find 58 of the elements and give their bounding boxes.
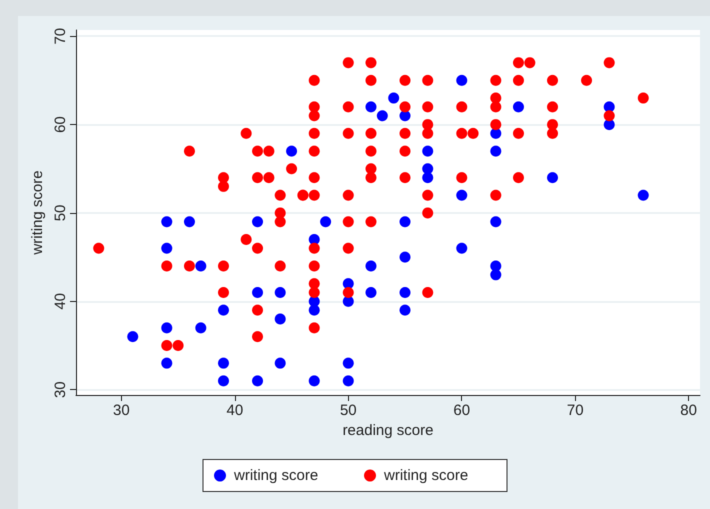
point — [456, 190, 468, 201]
point — [252, 375, 264, 386]
point — [286, 146, 298, 157]
point — [274, 286, 286, 298]
point — [342, 375, 354, 386]
point — [274, 358, 286, 369]
y-tick-label: 30 — [52, 381, 69, 398]
point — [400, 216, 411, 228]
point — [512, 101, 524, 112]
point — [161, 358, 172, 369]
point — [547, 172, 558, 184]
point — [422, 146, 434, 157]
point — [400, 252, 411, 263]
point — [218, 375, 229, 386]
point — [308, 304, 320, 316]
point — [365, 286, 376, 298]
point — [127, 331, 138, 342]
point — [308, 375, 320, 386]
point — [218, 358, 229, 369]
point — [456, 74, 468, 86]
point — [388, 92, 400, 104]
point — [400, 286, 411, 298]
point — [161, 322, 172, 334]
point — [400, 304, 411, 316]
x-tick-label: 30 — [113, 402, 130, 419]
legend-label: writing score — [233, 467, 318, 484]
point — [252, 286, 264, 298]
point — [365, 260, 376, 272]
point — [456, 242, 468, 254]
x-tick-label: 40 — [226, 402, 244, 419]
point — [195, 260, 206, 272]
y-tick-label: 50 — [52, 204, 69, 222]
x-tick-label: 70 — [566, 402, 584, 419]
point — [184, 216, 195, 228]
y-tick-label: 40 — [52, 292, 69, 310]
point — [638, 190, 649, 201]
point — [218, 304, 229, 316]
x-axis-title: reading score — [342, 422, 434, 439]
point — [161, 216, 172, 228]
point — [490, 216, 502, 228]
y-tick-label: 60 — [52, 116, 69, 133]
point — [365, 101, 376, 112]
point — [274, 314, 286, 324]
x-tick-label: 50 — [340, 402, 357, 419]
point — [376, 110, 388, 122]
y-axis-title: writing score — [29, 170, 46, 256]
x-tick-label: 60 — [453, 402, 470, 419]
point — [490, 146, 502, 157]
point — [422, 172, 434, 184]
point — [320, 216, 332, 228]
point — [195, 322, 206, 334]
point — [252, 216, 264, 228]
point — [342, 358, 354, 369]
y-tick-label: 70 — [52, 28, 69, 45]
point — [161, 242, 172, 254]
x-tick-label: 80 — [680, 402, 697, 419]
legend-label: writing score — [383, 467, 468, 484]
point — [490, 269, 502, 280]
